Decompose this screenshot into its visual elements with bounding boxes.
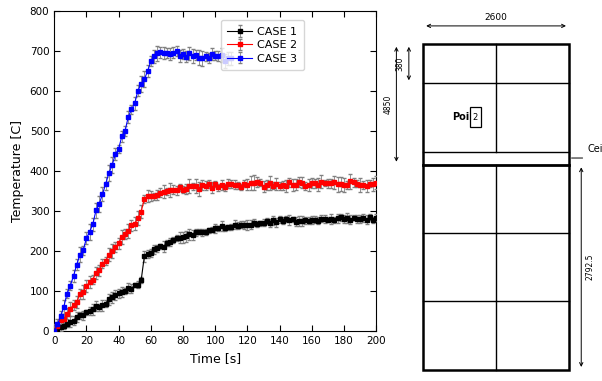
Text: Point: Point xyxy=(452,112,481,122)
Bar xyxy=(423,44,569,370)
Bar xyxy=(470,107,481,127)
Text: 2600: 2600 xyxy=(485,13,507,22)
Bar xyxy=(423,152,569,165)
Text: Ceiling: Ceiling xyxy=(588,144,602,154)
Text: 2: 2 xyxy=(473,113,478,122)
Y-axis label: Temperature [C]: Temperature [C] xyxy=(11,120,24,223)
Text: 2792.5: 2792.5 xyxy=(585,254,594,280)
Text: 380: 380 xyxy=(396,56,405,71)
X-axis label: Time [s]: Time [s] xyxy=(190,352,241,365)
Text: 4850: 4850 xyxy=(383,94,393,114)
Legend: CASE 1, CASE 2, CASE 3: CASE 1, CASE 2, CASE 3 xyxy=(221,20,304,70)
